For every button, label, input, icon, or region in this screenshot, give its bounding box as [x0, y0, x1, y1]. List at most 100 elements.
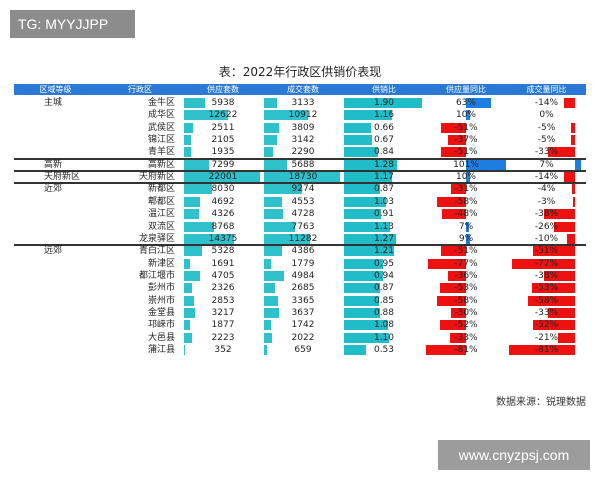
- district-label: 天府新区: [138, 172, 175, 183]
- supply-bar: [184, 184, 212, 195]
- header-cell: 区域等级: [39, 85, 72, 94]
- ratio-bar: [344, 283, 380, 294]
- deal-bar: [264, 172, 340, 183]
- ratio-bar: [344, 345, 366, 355]
- supply-value: 4705: [211, 270, 235, 281]
- ratio-value: 0.91: [373, 209, 395, 220]
- table-row: 远郊 青白江区 5328 4386 1.21 -51% -51%: [14, 245, 586, 257]
- ratio-value: 1.90: [373, 98, 395, 108]
- supply-value: 5328: [211, 246, 235, 257]
- deal-yoy-bar: [566, 233, 575, 244]
- ratio-bar: [344, 135, 372, 146]
- supply-yoy-bar: [439, 283, 466, 294]
- supply-yoy-value: 101%: [453, 159, 479, 170]
- supply-yoy-value: -58%: [454, 196, 478, 207]
- deal-yoy-bar: [548, 307, 575, 318]
- deal-bar: [264, 246, 282, 257]
- supply-bar: [184, 270, 201, 281]
- watermark-top: TG: MYYJJPP: [10, 10, 135, 38]
- ratio-bar: [344, 233, 397, 244]
- supply-value: 2105: [211, 135, 235, 146]
- supply-value: 3217: [211, 307, 235, 318]
- deal-value: 4984: [291, 270, 315, 281]
- supply-bar: [184, 233, 234, 244]
- supply-yoy-value: -77%: [454, 258, 478, 269]
- deal-yoy-value: -10%: [534, 233, 559, 244]
- deal-yoy-bar: [570, 122, 575, 133]
- deal-yoy-bar: [512, 258, 575, 269]
- ratio-value: 0.87: [373, 283, 395, 294]
- ratio-bar: [344, 147, 379, 158]
- supply-value: 352: [214, 345, 232, 355]
- deal-yoy-value: 0%: [539, 110, 554, 121]
- deal-bar: [264, 283, 275, 294]
- supply-value: 12622: [208, 110, 238, 121]
- district-label: 蒲江县: [147, 345, 175, 355]
- deal-yoy-value: -77%: [534, 258, 559, 269]
- header-cell: 行政区: [128, 85, 152, 94]
- deal-value: 3809: [291, 122, 315, 133]
- supply-value: 1877: [211, 320, 235, 331]
- ratio-value: 0.95: [373, 258, 395, 269]
- deal-value: 5688: [291, 159, 315, 170]
- supply-value: 4326: [211, 209, 235, 220]
- table-row: 武侯区 2511 3809 0.66 -51% -5%: [14, 122, 586, 134]
- supply-value: 2853: [211, 295, 235, 306]
- supply-bar: [184, 159, 210, 170]
- deal-value: 7763: [291, 221, 315, 232]
- ratio-bar: [344, 258, 383, 269]
- table-row: 温江区 4326 4728 0.91 -48% -38%: [14, 208, 586, 220]
- deal-yoy-value: -3%: [537, 196, 556, 207]
- deal-yoy-bar: [531, 283, 575, 294]
- supply-yoy-value: -48%: [454, 209, 478, 220]
- table-header: 区域等级 行政区 供应套数 成交套数 供销比 供应量同比 成交量同比: [14, 84, 586, 95]
- supply-bar: [184, 98, 205, 108]
- table-row: 郫都区 4692 4553 1.03 -58% -3%: [14, 196, 586, 208]
- supply-yoy-bar: [451, 307, 466, 318]
- deal-value: 11282: [288, 233, 318, 244]
- deal-yoy-value: -33%: [534, 307, 559, 318]
- supply-yoy-bar: [440, 122, 466, 133]
- table-row: 崇州市 2853 3365 0.85 -58% -58%: [14, 295, 586, 307]
- deal-bar: [264, 258, 272, 269]
- supply-yoy-value: -51%: [454, 147, 478, 158]
- supply-yoy-bar: [466, 159, 506, 170]
- supply-yoy-value: -30%: [454, 307, 478, 318]
- table-row: 新津区 1691 1779 0.95 -77% -77%: [14, 258, 586, 270]
- ratio-bar: [344, 270, 383, 281]
- deal-bar: [264, 320, 272, 331]
- supply-bar: [184, 332, 192, 343]
- supply-bar: [184, 345, 186, 355]
- deal-value: 4553: [291, 196, 315, 207]
- table-row: 天府新区 天府新区 22001 18730 1.17 10% -14%: [14, 171, 586, 183]
- supply-bar: [184, 209, 199, 220]
- deal-yoy-bar: [563, 98, 575, 108]
- table-row: 主城 金牛区 5938 3133 1.90 63% -14%: [14, 97, 586, 109]
- table-row: 近郊 新都区 8030 9274 0.87 -31% -4%: [14, 183, 586, 195]
- table-row: 彭州市 2326 2685 0.87 -53% -53%: [14, 282, 586, 294]
- supply-yoy-bar: [437, 295, 466, 306]
- supply-yoy-bar: [466, 233, 470, 244]
- deal-yoy-bar: [527, 295, 575, 306]
- group-divider: [14, 170, 586, 173]
- supply-bar: [184, 196, 201, 207]
- supply-yoy-value: -53%: [454, 283, 478, 294]
- supply-value: 14375: [208, 233, 238, 244]
- supply-value: 7299: [211, 159, 235, 170]
- district-label: 成华区: [147, 110, 175, 121]
- supply-yoy-value: -36%: [454, 270, 478, 281]
- deal-bar: [264, 345, 267, 355]
- supply-yoy-value: -33%: [454, 332, 478, 343]
- deal-yoy-bar: [509, 345, 575, 355]
- deal-yoy-value: -52%: [534, 320, 559, 331]
- supply-yoy-value: 63%: [455, 98, 476, 108]
- supply-yoy-value: -52%: [454, 320, 478, 331]
- deal-yoy-bar: [533, 246, 575, 257]
- ratio-bar: [344, 122, 372, 133]
- tier-label: 天府新区: [44, 172, 81, 183]
- deal-yoy-value: 7%: [539, 159, 554, 170]
- district-label: 彭州市: [147, 283, 175, 294]
- deal-value: 9274: [291, 184, 315, 195]
- ratio-value: 1.16: [373, 110, 395, 121]
- supply-bar: [184, 147, 191, 158]
